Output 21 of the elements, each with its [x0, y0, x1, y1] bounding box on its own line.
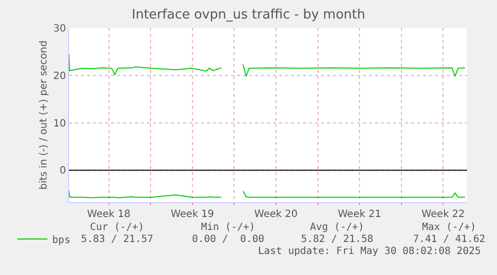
text: Avg (-/+)	[310, 222, 364, 233]
legend-label: bps	[52, 234, 70, 246]
text: 7.41 / 41.62	[413, 234, 486, 245]
y-axis-title: bits in (-) / out (+) per second	[38, 40, 50, 190]
text: Last update: Fri May 30 08:02:08 2025	[258, 246, 481, 257]
text: 0.00 / 0.00	[192, 234, 264, 245]
text: Min (-/+)	[201, 222, 256, 233]
y-tick-label: 20	[53, 70, 66, 82]
text: 5.82 / 21.58	[301, 234, 374, 245]
text: 5.83 / 21.57	[81, 234, 154, 245]
x-tick-label: Week 22	[421, 209, 465, 220]
y-tick-label: 30	[53, 24, 66, 34]
text: Cur (-/+)	[90, 222, 144, 233]
chart-title: Interface ovpn_us traffic - by month	[132, 8, 366, 23]
x-tick-label: Week 20	[254, 209, 298, 220]
x-tick-label: Week 18	[87, 209, 130, 220]
x-tick-label: Week 21	[338, 209, 382, 220]
text: Max (-/+)	[422, 222, 476, 233]
x-tick-label: Week 19	[170, 209, 214, 220]
y-tick-label: 10	[53, 118, 66, 130]
y-tick-label: 0	[60, 166, 66, 177]
